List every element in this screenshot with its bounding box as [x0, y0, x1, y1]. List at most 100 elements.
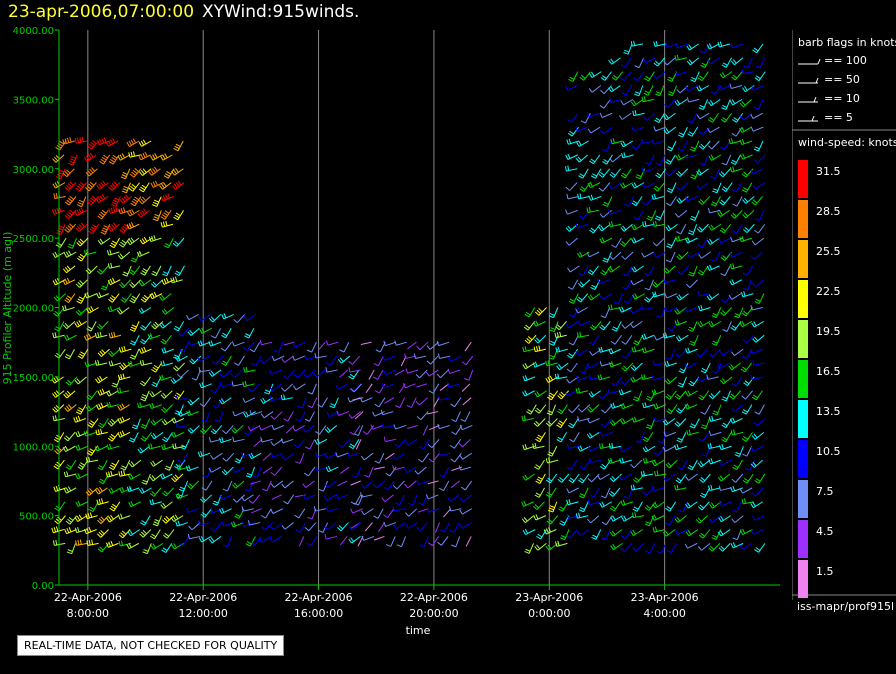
barb-flag: [315, 431, 320, 435]
barb-flag: [324, 428, 329, 433]
barb-flag: [609, 266, 614, 272]
wind-barb: [660, 307, 666, 318]
wind-barb: [549, 418, 558, 427]
barb-flag: [644, 347, 647, 353]
barb-flag: [270, 471, 276, 476]
barb-flag: [74, 517, 79, 522]
barb-flag: [706, 295, 711, 301]
wind-barb: [150, 237, 162, 243]
wind-barb: [76, 209, 87, 216]
barb-flag: [348, 445, 354, 450]
wind-barb: [700, 223, 709, 233]
barb-flag: [548, 527, 552, 533]
barb-flag: [260, 525, 266, 531]
wind-barb: [453, 522, 460, 533]
barb-flag: [713, 188, 719, 192]
wind-barb: [327, 341, 339, 346]
wind-barb: [98, 487, 108, 495]
wind-barb: [141, 348, 152, 354]
wind-barb: [637, 71, 645, 81]
barb-flag: [120, 374, 123, 380]
barb-flag: [208, 372, 213, 377]
wind-barb: [377, 508, 384, 519]
wind-barb: [610, 209, 621, 215]
wind-barb: [747, 279, 752, 291]
barb-flag: [416, 479, 420, 485]
x-tick-time: 8:00:00: [67, 607, 109, 620]
barb-flag: [753, 148, 759, 152]
barb-flag: [630, 377, 634, 383]
wind-barb: [593, 487, 600, 498]
wind-barb: [668, 515, 676, 526]
barb-flag: [232, 411, 236, 417]
wind-barb: [142, 182, 150, 193]
barb-flag: [665, 226, 670, 232]
barb-flag: [153, 201, 158, 205]
wind-barb: [701, 265, 709, 276]
barb-flag: [327, 465, 331, 471]
barb-flag: [656, 470, 659, 476]
barb-flag: [559, 477, 564, 481]
wind-barb: [88, 182, 97, 192]
barb-flag: [173, 183, 178, 189]
barb-flag: [175, 212, 181, 217]
wind-barb: [55, 404, 65, 413]
barb-flag: [697, 506, 703, 511]
barb-flag: [103, 225, 109, 229]
barb-flag: [537, 476, 543, 480]
barb-flag: [729, 280, 733, 286]
barb-flag: [292, 426, 296, 432]
barb-flag: [80, 222, 85, 228]
barb-flag: [450, 458, 456, 463]
wind-barb: [700, 320, 711, 328]
barb-flag: [534, 392, 538, 398]
barb-flag: [618, 307, 623, 313]
barb-flag: [75, 474, 79, 480]
barb-flag: [568, 352, 574, 357]
barb-flag: [676, 319, 680, 325]
wind-barb: [249, 536, 256, 547]
wind-barb: [709, 126, 720, 134]
barb-flag: [140, 425, 146, 429]
barb-flag: [260, 399, 264, 404]
wind-barb: [625, 85, 632, 96]
barb-flag: [113, 331, 116, 337]
barb-flag: [141, 347, 145, 353]
barb-flag: [589, 160, 594, 165]
barb-flag: [708, 43, 713, 49]
wind-barb: [162, 223, 174, 228]
barb-flag: [684, 153, 687, 159]
wind-barb: [677, 237, 688, 242]
barb-flag: [201, 487, 207, 491]
wind-barb: [111, 487, 122, 494]
barb-flag: [576, 375, 579, 381]
wind-barb: [254, 536, 262, 546]
barb-flag: [172, 242, 178, 247]
barb-flag: [324, 525, 329, 531]
wind-barb: [603, 99, 611, 109]
barb-flag: [709, 264, 713, 270]
barb-flag: [676, 420, 681, 426]
wind-barb: [662, 432, 667, 443]
wind-barb: [719, 43, 731, 48]
barb-flag: [77, 409, 82, 413]
barb-flag: [174, 394, 180, 399]
barb-flag: [138, 188, 144, 193]
barb-flag: [545, 360, 548, 366]
wind-barb: [637, 335, 644, 346]
wind-barb: [725, 99, 731, 110]
barb-flag: [664, 307, 668, 313]
barb-flag: [707, 240, 711, 245]
wind-barb: [418, 480, 430, 485]
barb-flag: [83, 431, 87, 437]
barb-flag: [406, 404, 412, 409]
barb-flag: [383, 486, 389, 491]
barb-flag: [51, 527, 54, 533]
wind-barb: [140, 154, 151, 161]
barb-flag: [76, 242, 81, 247]
wind-barb: [199, 369, 211, 373]
barb-flag: [221, 436, 224, 443]
wind-barb: [143, 376, 151, 387]
barb-flag: [566, 139, 569, 145]
barb-flag: [163, 175, 169, 179]
